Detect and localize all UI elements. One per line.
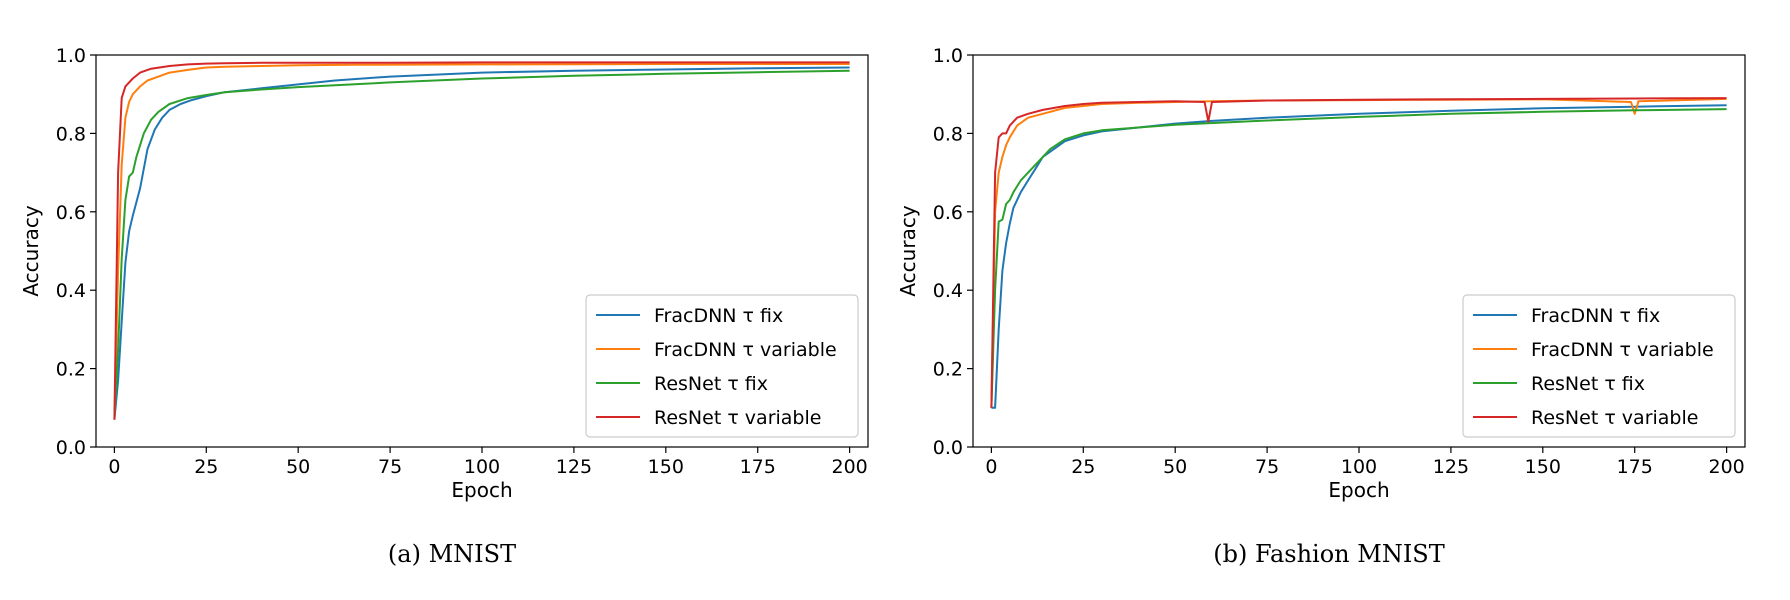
series-line-0 <box>991 104 1727 409</box>
x-tick-label: 150 <box>1525 456 1561 478</box>
legend-entry: FracDNN τ variable <box>1531 339 1714 361</box>
chart-panel-fashion-mnist: 0 25 50 75 100 125 150 175 200 0.0 0.2 0.4 0.6 0.8 1.0… <box>896 45 1746 568</box>
x-tick-label: 75 <box>1255 456 1279 478</box>
y-tick-label: 0.6 <box>56 202 86 224</box>
legend-entry: ResNet τ fix <box>654 373 768 395</box>
series-line-1 <box>113 63 850 420</box>
x-tick-label: 100 <box>1341 456 1377 478</box>
series-line-2 <box>990 108 1727 408</box>
x-tick-label: 50 <box>1163 456 1187 478</box>
y-tick-label: 0.2 <box>56 359 86 381</box>
legend: FracDNN τ fix FracDNN τ variable ResNet τ … <box>1462 294 1736 438</box>
y-tick-label: 0.8 <box>56 123 86 145</box>
y-tick-label: 0.4 <box>933 280 963 302</box>
series-line-3 <box>990 97 1727 408</box>
legend-entry: ResNet τ variable <box>1531 407 1698 429</box>
x-tick-label: 125 <box>1433 456 1469 478</box>
x-tick-label: 50 <box>286 456 310 478</box>
y-tick-label: 0.0 <box>56 437 86 459</box>
figure-caption: (b) Fashion MNIST <box>1213 540 1445 568</box>
y-tick-label: 0.0 <box>933 437 963 459</box>
legend-entry: FracDNN τ fix <box>654 305 783 327</box>
y-tick-label: 0.8 <box>933 123 963 145</box>
series-line-2 <box>113 69 850 420</box>
legend-entry: FracDNN τ fix <box>1531 305 1660 327</box>
series-lines <box>990 97 1727 409</box>
series-line-0 <box>113 66 850 420</box>
legend: FracDNN τ fix FracDNN τ variable ResNet τ … <box>585 294 859 438</box>
x-axis-label: Epoch <box>1328 478 1389 502</box>
x-tick-label: 175 <box>740 456 776 478</box>
x-tick-label: 25 <box>1071 456 1095 478</box>
x-tick-label: 0 <box>108 456 120 478</box>
legend-entry: ResNet τ fix <box>1531 373 1645 395</box>
x-tick-label: 150 <box>648 456 684 478</box>
chart-panel-mnist: 0 25 50 75 100 125 150 175 200 0.0 0.2 0.4 0.6 0.8 1.0… <box>19 45 869 568</box>
y-tick-label: 0.4 <box>56 280 86 302</box>
y-tick-label: 1.0 <box>56 45 86 67</box>
x-axis-label: Epoch <box>451 478 512 502</box>
series-lines <box>113 61 850 420</box>
x-tick-label: 125 <box>556 456 592 478</box>
x-tick-label: 100 <box>464 456 500 478</box>
figure-caption: (a) MNIST <box>388 540 516 568</box>
y-axis-label: Accuracy <box>896 205 920 296</box>
series-line-1 <box>990 97 1727 408</box>
legend-entry: FracDNN τ variable <box>654 339 837 361</box>
x-tick-label: 25 <box>194 456 218 478</box>
legend-box <box>1462 294 1736 438</box>
x-tick-label: 200 <box>1708 456 1744 478</box>
x-tick-label: 0 <box>985 456 997 478</box>
series-line-3 <box>113 61 850 420</box>
x-tick-label: 75 <box>378 456 402 478</box>
legend-box <box>585 294 859 438</box>
x-tick-label: 175 <box>1617 456 1653 478</box>
y-tick-label: 1.0 <box>933 45 963 67</box>
legend-entry: ResNet τ variable <box>654 407 821 429</box>
y-axis-label: Accuracy <box>19 205 43 296</box>
x-tick-label: 200 <box>831 456 867 478</box>
y-tick-label: 0.2 <box>933 359 963 381</box>
y-tick-label: 0.6 <box>933 202 963 224</box>
